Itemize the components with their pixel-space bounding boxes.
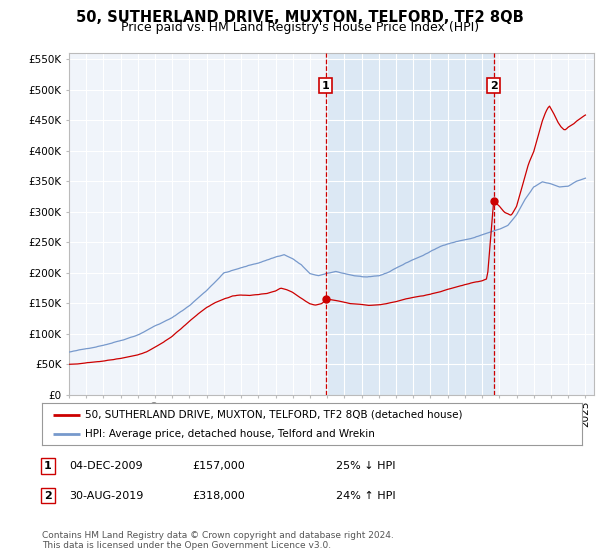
Text: £157,000: £157,000 — [192, 461, 245, 471]
Bar — [326, 53, 494, 395]
Text: 24% ↑ HPI: 24% ↑ HPI — [336, 491, 395, 501]
Text: Contains HM Land Registry data © Crown copyright and database right 2024.
This d: Contains HM Land Registry data © Crown c… — [42, 530, 394, 550]
Text: HPI: Average price, detached house, Telford and Wrekin: HPI: Average price, detached house, Telf… — [85, 429, 375, 439]
Text: 1: 1 — [322, 81, 329, 91]
Text: 04-DEC-2009: 04-DEC-2009 — [69, 461, 143, 471]
Text: 30-AUG-2019: 30-AUG-2019 — [69, 491, 143, 501]
Text: 25% ↓ HPI: 25% ↓ HPI — [336, 461, 395, 471]
Text: Price paid vs. HM Land Registry's House Price Index (HPI): Price paid vs. HM Land Registry's House … — [121, 21, 479, 34]
Text: 50, SUTHERLAND DRIVE, MUXTON, TELFORD, TF2 8QB: 50, SUTHERLAND DRIVE, MUXTON, TELFORD, T… — [76, 10, 524, 25]
Text: £318,000: £318,000 — [192, 491, 245, 501]
Text: 2: 2 — [490, 81, 497, 91]
Text: 1: 1 — [44, 461, 52, 471]
Text: 50, SUTHERLAND DRIVE, MUXTON, TELFORD, TF2 8QB (detached house): 50, SUTHERLAND DRIVE, MUXTON, TELFORD, T… — [85, 409, 463, 419]
Text: 2: 2 — [44, 491, 52, 501]
